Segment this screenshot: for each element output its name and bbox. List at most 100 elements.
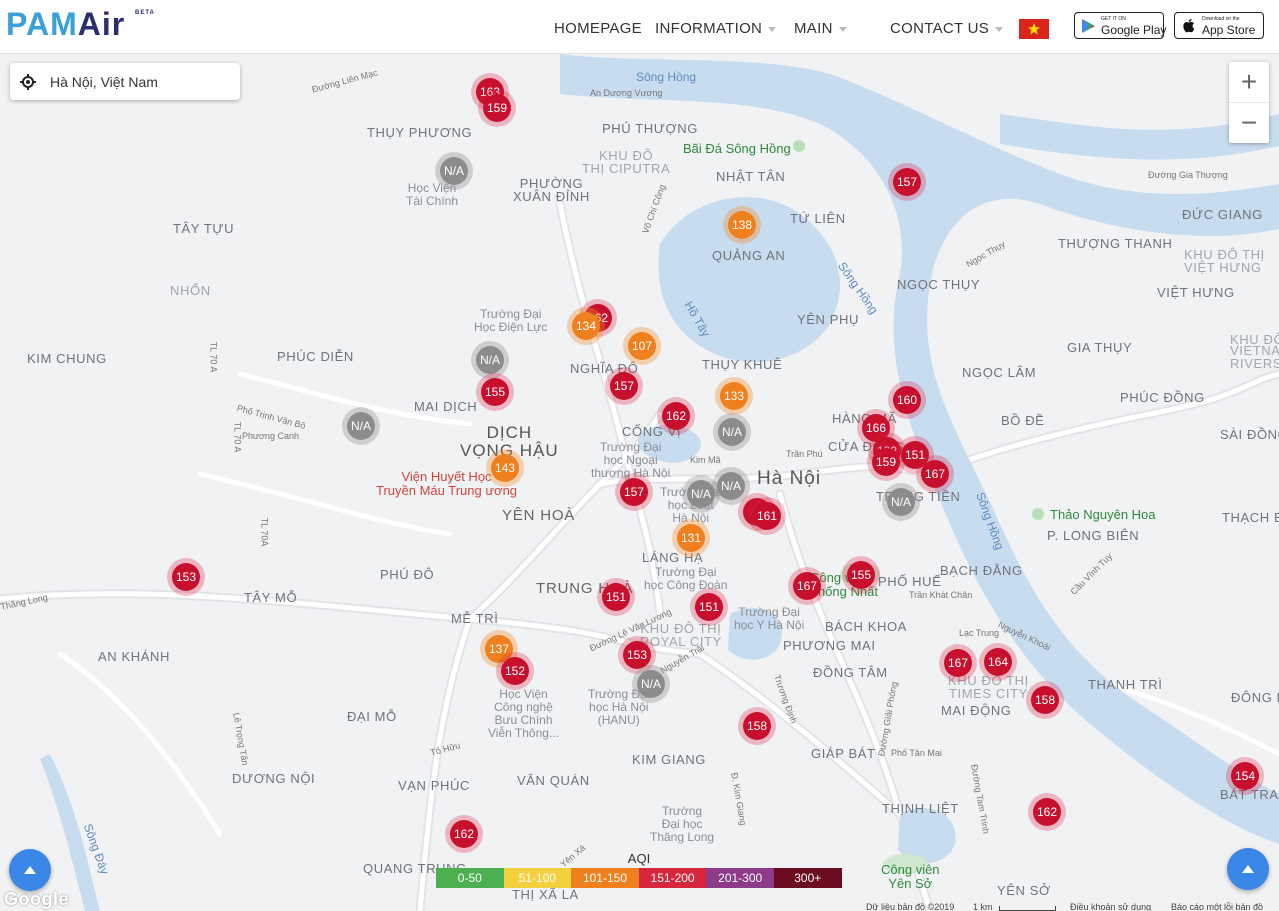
aqi-marker[interactable]: N/A [632,665,670,703]
poi-label: Bãi Đá Sông Hồng [683,141,791,156]
aqi-marker[interactable]: 153 [167,558,205,596]
aqi-marker[interactable]: 155 [842,556,880,594]
google-play-button[interactable]: GET IT ON Google Play [1074,12,1166,39]
aqi-marker[interactable]: 154 [1226,757,1264,795]
aqi-marker-value: 157 [893,168,921,196]
scroll-up-right-button[interactable] [1227,848,1269,890]
nav-information[interactable]: INFORMATION [655,20,777,37]
aqi-marker[interactable]: 157 [615,473,653,511]
aqi-marker[interactable]: 158 [738,707,776,745]
nav-contact-us[interactable]: CONTACT US [890,20,1004,37]
app-store-small: Download on the [1202,16,1240,22]
top-header: PAMAir BETA HOMEPAGE INFORMATION MAIN CO… [0,0,1279,54]
aqi-marker[interactable]: 167 [788,567,826,605]
aqi-marker[interactable]: N/A [471,341,509,379]
place-label: TỨ LIÊN [790,211,846,226]
google-play-small: GET IT ON [1101,16,1126,22]
aqi-marker-value: 155 [847,561,875,589]
aqi-marker[interactable]: 162 [657,397,695,435]
road-label: Trần Khát Chân [909,590,973,600]
aqi-marker[interactable]: 152 [496,652,534,690]
place-label: THANH TRÌ [1088,677,1163,692]
place-label: PHÚC ĐỒNG [1120,390,1205,405]
aqi-marker[interactable]: 133 [715,377,753,415]
place-label: QUẢNG AN [712,248,786,263]
aqi-marker[interactable]: 153 [618,636,656,674]
aqi-marker-value: 157 [610,372,638,400]
aqi-marker-value: 154 [1231,762,1259,790]
place-label: YÊN PHỤ [797,312,859,327]
aqi-marker[interactable]: 164 [979,643,1017,681]
terms-link[interactable]: Điều khoản sử dụng [1070,902,1152,911]
aqi-marker-value: N/A [687,480,715,508]
legend-range-label: 0-50 [457,871,482,885]
search-value: Hà Nội, Việt Nam [50,74,158,90]
aqi-marker[interactable]: N/A [712,467,750,505]
aqi-marker[interactable]: N/A [713,413,751,451]
aqi-marker-value: N/A [887,488,915,516]
aqi-marker[interactable]: 161 [748,497,786,535]
scroll-up-left-button[interactable] [9,849,51,891]
aqi-marker[interactable]: 151 [597,578,635,616]
chevron-down-icon [768,26,777,32]
aqi-marker-value: N/A [717,472,745,500]
aqi-marker[interactable]: 107 [623,327,661,365]
place-label: ĐẠI MỖ [347,709,397,724]
aqi-marker[interactable]: 157 [605,367,643,405]
place-label: BỒ ĐỀ [1001,413,1045,428]
location-search[interactable]: Hà Nội, Việt Nam [10,63,240,100]
place-label: THỤY PHƯƠNG [367,125,473,140]
place-label: GIA THỤY [1067,340,1133,355]
aqi-marker[interactable]: 162 [1028,793,1066,831]
place-label: YÊN SỞ [997,883,1051,898]
aqi-marker-value: 155 [481,378,509,406]
aqi-marker[interactable]: 155 [476,373,514,411]
aqi-marker[interactable]: N/A [682,475,720,513]
poi-label: Trường Đại học Thăng Long [650,804,715,844]
nav-main[interactable]: MAIN [794,20,847,37]
aqi-marker[interactable]: 134 [567,307,605,345]
legend-range-label: 51-100 [518,871,557,885]
poi-label: Trường Đại Học Điện Lực [474,307,548,334]
poi-label: Trường Đại học Y Hà Nội [734,605,805,632]
aqi-marker[interactable]: 159 [478,89,516,127]
aqi-marker[interactable]: 143 [486,449,524,487]
google-logo: Google [4,889,69,909]
aqi-marker-value: 167 [944,649,972,677]
chevron-down-icon [838,26,847,32]
aqi-map[interactable]: THỤY PHƯƠNG PHƯỜNG XUÂN ĐỈNH KHU ĐÔ THỊ … [0,54,1279,911]
zoom-out-button[interactable]: − [1240,107,1258,138]
road-label: Đường Gia Thượng [1148,170,1228,180]
aqi-marker[interactable]: 162 [445,815,483,853]
aqi-marker[interactable]: 138 [723,206,761,244]
place-label: AN KHÁNH [98,649,170,664]
aqi-marker[interactable]: 131 [672,519,710,557]
nav-main-label: MAIN [794,20,833,37]
pamair-logo[interactable]: PAMAir BETA [6,6,154,43]
place-label: PHÚ THƯỢNG [602,121,698,136]
place-label: KIM GIANG [632,752,707,767]
vietnam-flag-icon[interactable] [1019,19,1049,39]
aqi-marker[interactable]: 160 [888,381,926,419]
aqi-marker-value: 158 [743,712,771,740]
place-label: THỊNH LIỆT [882,801,959,816]
aqi-marker[interactable]: N/A [435,152,473,190]
aqi-marker[interactable]: 158 [1026,681,1064,719]
aqi-marker[interactable]: 151 [690,588,728,626]
aqi-marker-value: 159 [872,448,900,476]
aqi-marker-value: 153 [172,563,200,591]
nav-homepage[interactable]: HOMEPAGE [554,20,642,37]
nav-homepage-label: HOMEPAGE [554,20,642,37]
zoom-control: + − [1229,62,1269,143]
aqi-marker[interactable]: 167 [939,644,977,682]
place-label: CỐNG VỊ [622,424,682,439]
aqi-marker[interactable]: 167 [916,455,954,493]
aqi-marker[interactable]: N/A [882,483,920,521]
aqi-marker[interactable]: 159 [867,443,905,481]
app-store-button[interactable]: Download on the App Store [1174,12,1264,39]
legend-range-201-300: 201-300 [706,868,774,888]
aqi-marker[interactable]: 157 [888,163,926,201]
aqi-marker[interactable]: N/A [342,407,380,445]
report-map-error-link[interactable]: Báo cáo một lỗi bản đồ [1171,902,1264,911]
zoom-in-button[interactable]: + [1240,66,1258,97]
